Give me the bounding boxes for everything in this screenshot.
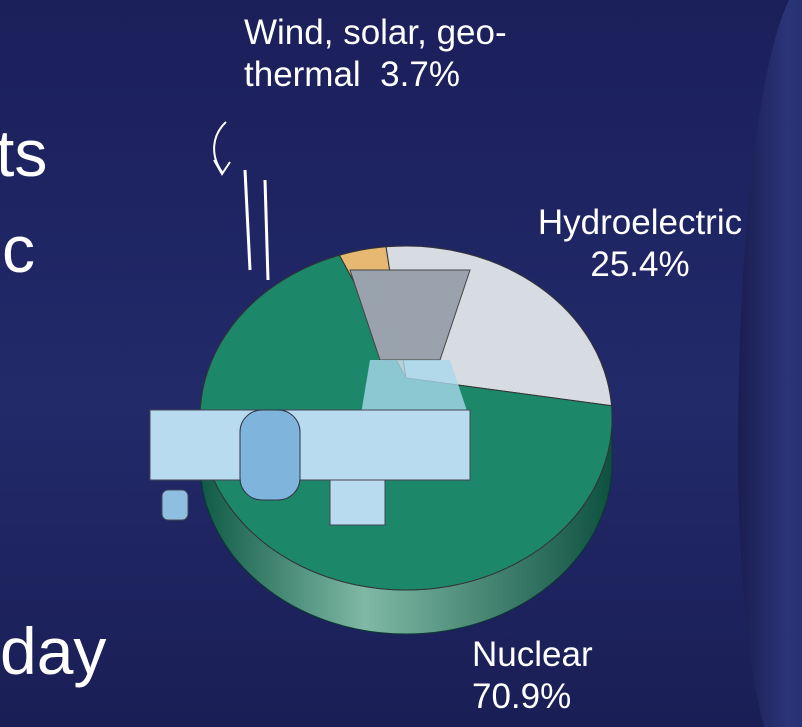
value-label: 25.4% bbox=[500, 244, 780, 286]
slide: ts c day Wind, solar, geo-thermal 3.7% H… bbox=[0, 0, 802, 727]
turbine bbox=[245, 170, 250, 270]
reactor bbox=[240, 410, 300, 500]
building bbox=[330, 480, 385, 525]
category-label: Hydroelectric bbox=[500, 202, 780, 244]
chart bbox=[0, 0, 802, 727]
pointer-arrow bbox=[214, 122, 230, 174]
tank bbox=[162, 490, 188, 520]
category-label: Nuclear bbox=[472, 634, 672, 676]
category-label: Wind, solar, geo-thermal bbox=[244, 13, 507, 94]
plant bbox=[150, 410, 470, 480]
pie-label: Wind, solar, geo-thermal 3.7% bbox=[244, 12, 604, 96]
value-label: 70.9% bbox=[472, 676, 672, 718]
value-label: 3.7% bbox=[380, 55, 460, 94]
turbine bbox=[265, 180, 268, 280]
